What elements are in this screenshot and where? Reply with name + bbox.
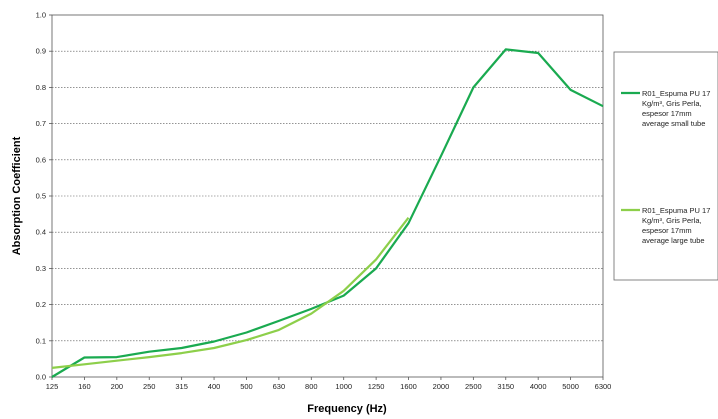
- x-tick-label: 400: [208, 382, 221, 391]
- x-tick-label: 160: [78, 382, 91, 391]
- x-tick-label: 250: [143, 382, 156, 391]
- y-tick-label: 0.9: [36, 47, 46, 56]
- y-tick-label: 0.7: [36, 119, 46, 128]
- x-tick-label: 1000: [335, 382, 352, 391]
- x-tick-label: 5000: [562, 382, 579, 391]
- x-tick-label: 1250: [368, 382, 385, 391]
- grid-lines: [52, 50, 603, 342]
- x-tick-label: 3150: [497, 382, 514, 391]
- x-tick-label: 630: [273, 382, 286, 391]
- y-tick-label: 0.8: [36, 83, 46, 92]
- x-tick-label: 1600: [400, 382, 417, 391]
- x-tick-label: 6300: [595, 382, 612, 391]
- y-axis-title: Absorption Coefficient: [11, 136, 23, 255]
- y-tick-label: 0.3: [36, 264, 46, 273]
- x-axis-title: Frequency (Hz): [307, 403, 387, 415]
- x-tick-label: 315: [175, 382, 188, 391]
- y-tick-label: 1.0: [36, 11, 46, 20]
- y-tick-label: 0.2: [36, 300, 46, 309]
- x-tick-label: 2000: [433, 382, 450, 391]
- legend-label-2: average large tube: [642, 236, 705, 245]
- legend-box: [613, 51, 718, 281]
- legend-label-1: espesor 17mm: [642, 109, 692, 118]
- x-axis-ticks: 125 160 200 250 315 400 500 630 800 1000 1250 1600 2…: [46, 377, 612, 391]
- y-axis-ticks: 0.0 0.1 0.2 0.3 0.4 0.5 0.6 0.7 0.8 0.9 1.0: [36, 11, 52, 382]
- y-tick-label: 0.6: [36, 155, 46, 164]
- x-tick-label: 200: [111, 382, 124, 391]
- legend-label-1: Kg/m³, Gris Perla,: [642, 99, 702, 108]
- y-tick-label: 0.0: [36, 373, 46, 382]
- y-tick-label: 0.5: [36, 192, 46, 201]
- x-tick-label: 800: [305, 382, 318, 391]
- x-tick-label: 500: [240, 382, 253, 391]
- legend-label-2: Kg/m³, Gris Perla,: [642, 216, 702, 225]
- legend-label-2: R01_Espuma PU 17: [642, 206, 710, 215]
- legend-label-1: average small tube: [642, 119, 705, 128]
- legend-label-2: espesor 17mm: [642, 226, 692, 235]
- y-tick-label: 0.4: [36, 228, 46, 237]
- y-tick-label: 0.1: [36, 336, 46, 345]
- series-lines: [51, 48, 604, 378]
- legend-label-1: R01_Espuma PU 17: [642, 89, 710, 98]
- x-tick-label: 125: [46, 382, 59, 391]
- series-line-2: [51, 217, 410, 369]
- x-tick-label: 2500: [465, 382, 482, 391]
- x-tick-label: 4000: [530, 382, 547, 391]
